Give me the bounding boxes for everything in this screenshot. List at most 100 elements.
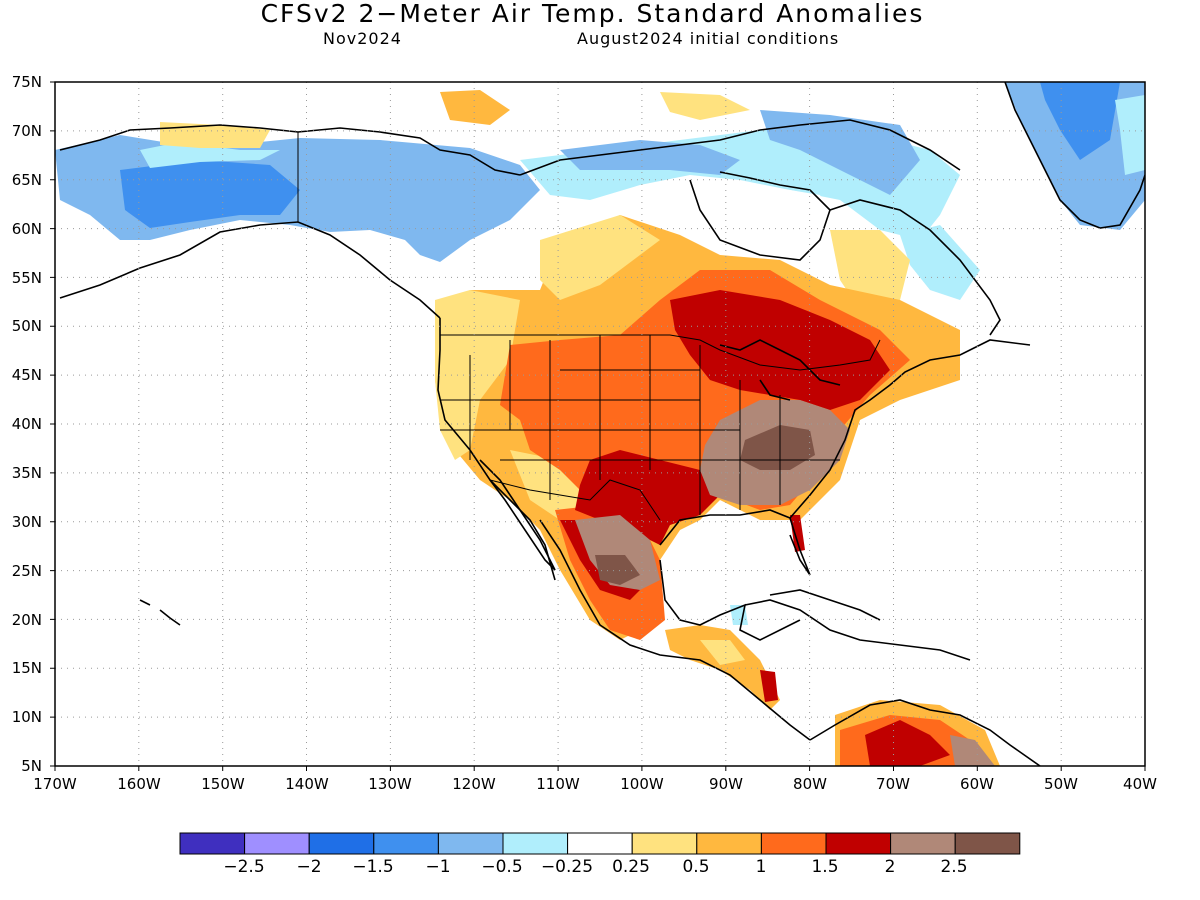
lon-label: 40W xyxy=(1123,775,1157,793)
lat-label: 20N xyxy=(11,611,42,629)
colorbar-label: −0.5 xyxy=(481,857,523,877)
lat-label: 75N xyxy=(11,73,42,91)
colorbar-swatch xyxy=(244,832,310,855)
ohio-valley-dark xyxy=(740,425,815,470)
lat-label: 25N xyxy=(11,562,42,580)
greenland-edge xyxy=(1115,95,1145,175)
colorbar-label: −1.5 xyxy=(352,857,394,877)
colorbar-label: 2 xyxy=(884,857,896,877)
alaska-strong-cold xyxy=(120,160,300,228)
lat-label: 5N xyxy=(21,757,42,775)
central-america-coast xyxy=(744,599,971,661)
colorbar-swatch xyxy=(437,832,504,855)
central-america-red xyxy=(760,670,778,702)
lat-label: 60N xyxy=(11,220,42,238)
canada-prairie-yellow xyxy=(540,215,660,300)
lat-label: 35N xyxy=(11,464,42,482)
colorbar-label: −2 xyxy=(296,857,322,877)
lon-label: 130W xyxy=(368,775,412,793)
lat-label: 10N xyxy=(11,708,42,726)
lon-label: 100W xyxy=(620,775,664,793)
colorbar-swatch xyxy=(567,832,633,855)
colorbar-swatch xyxy=(631,832,698,855)
colorbar-label: −0.25 xyxy=(540,857,594,877)
colorbar-swatch xyxy=(696,832,762,855)
colorbar-swatch xyxy=(954,832,1021,855)
colorbar xyxy=(179,832,1021,855)
state-lines xyxy=(440,335,840,515)
borders xyxy=(297,132,881,521)
mexico-west-coast xyxy=(539,519,811,741)
baja xyxy=(479,459,556,571)
colorbar-swatch xyxy=(760,832,827,855)
coastlines xyxy=(59,82,1145,766)
mexico-dark xyxy=(595,555,640,585)
lat-label: 30N xyxy=(11,513,42,531)
colorbar-swatch xyxy=(179,832,246,855)
hudson-white xyxy=(690,185,840,260)
arctic-canada-cold xyxy=(560,140,740,175)
east-coast xyxy=(789,339,1031,519)
greenland-strong-cold xyxy=(1040,82,1120,160)
alaska-yellow xyxy=(160,122,270,148)
lat-label: 70N xyxy=(11,122,42,140)
alaska-coast xyxy=(59,124,521,176)
hudson-bay xyxy=(689,171,831,261)
lon-label: 70W xyxy=(876,775,910,793)
gulf-coast xyxy=(659,559,801,641)
colorbar-label: 2.5 xyxy=(940,857,968,877)
south-america-red xyxy=(865,720,950,766)
labrador xyxy=(829,199,1001,336)
lat-label: 40N xyxy=(11,415,42,433)
lon-label: 60W xyxy=(960,775,994,793)
lon-label: 110W xyxy=(536,775,580,793)
lon-label: 80W xyxy=(793,775,827,793)
colorbar-label: 1.5 xyxy=(811,857,839,877)
arctic-yellow-patches-2 xyxy=(660,92,750,120)
alaska-south-coast xyxy=(59,221,441,319)
lat-label: 55N xyxy=(11,269,42,287)
west-coast xyxy=(437,318,556,581)
us-mexico-border xyxy=(489,479,661,521)
alaska-light-cold xyxy=(140,142,280,168)
labrador-cold xyxy=(900,225,980,300)
lon-label: 150W xyxy=(201,775,245,793)
colorbar-label: −1 xyxy=(425,857,451,877)
lon-label: 160W xyxy=(117,775,161,793)
us-canada-border xyxy=(440,334,881,371)
lon-label: 50W xyxy=(1044,775,1078,793)
cuba xyxy=(769,589,881,621)
hawaii xyxy=(139,599,181,626)
mexico-brown xyxy=(575,515,660,590)
valid-month: Nov2024 xyxy=(323,29,402,48)
colorbar-label: −2.5 xyxy=(223,857,265,877)
colorbar-label: 0.25 xyxy=(612,857,650,877)
south-america-coast xyxy=(809,699,1041,766)
colorbar-swatch xyxy=(825,832,892,855)
lon-label: 120W xyxy=(452,775,496,793)
gulf-us xyxy=(659,509,811,576)
central-america-warm xyxy=(665,625,780,710)
colorbar-label: 0.5 xyxy=(682,857,710,877)
colorbar-swatch xyxy=(373,832,439,855)
colorbar-swatch xyxy=(890,832,956,855)
axis-ticks xyxy=(50,81,1146,771)
arctic-yellow-patches xyxy=(440,90,510,125)
anomaly-field xyxy=(55,82,1145,766)
colorbar-swatch xyxy=(502,832,569,855)
central-america-yellow xyxy=(700,640,745,665)
lon-label: 90W xyxy=(709,775,743,793)
south-america-brown xyxy=(950,735,995,766)
lat-label: 15N xyxy=(11,659,42,677)
lon-label: 140W xyxy=(285,775,329,793)
florida-red xyxy=(790,515,805,552)
lat-label: 65N xyxy=(11,171,42,189)
lat-label: 50N xyxy=(11,317,42,335)
west-coast-yellow xyxy=(435,290,520,460)
lat-label: 45N xyxy=(11,366,42,384)
greenland-coast xyxy=(1004,82,1145,229)
initial-conditions: August2024 initial conditions xyxy=(577,29,840,48)
colorbar-swatch xyxy=(308,832,375,855)
lon-label: 170W xyxy=(33,775,77,793)
